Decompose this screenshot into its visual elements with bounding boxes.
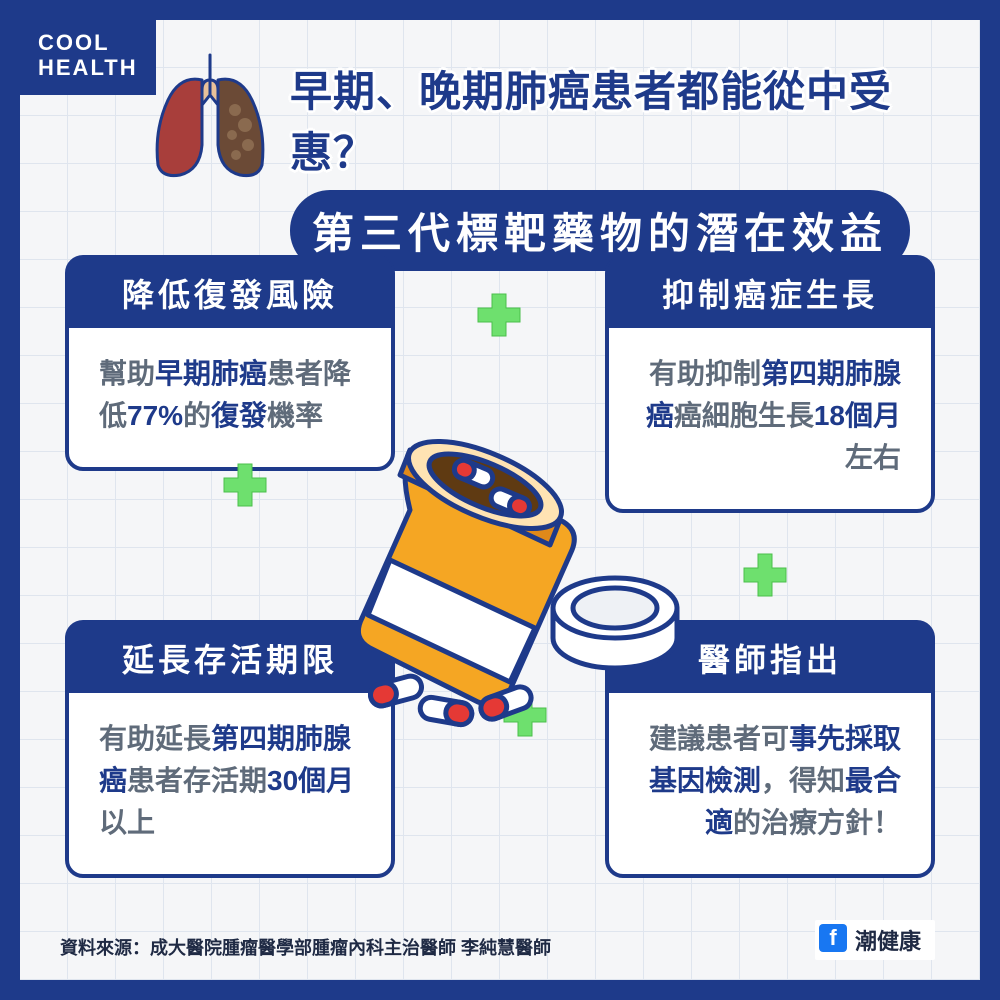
- facebook-badge[interactable]: f 潮健康: [815, 920, 935, 960]
- card-body: 有助延長第四期肺腺癌患者存活期30個月以上: [69, 692, 391, 874]
- facebook-label: 潮健康: [855, 929, 921, 954]
- card-header: 抑制癌症生長: [608, 258, 932, 328]
- pill-bottle-icon: [350, 410, 690, 730]
- card-header: 延長存活期限: [68, 623, 392, 693]
- card-header: 降低復發風險: [68, 258, 392, 328]
- brand-line2: HEALTH: [38, 55, 138, 80]
- lungs-icon: [140, 50, 280, 180]
- title-question: 早期、晚期肺癌患者都能從中受惠？: [290, 58, 950, 180]
- card-reduce-recurrence: 降低復發風險 幫助早期肺癌患者降低77%的復發機率: [65, 255, 395, 471]
- outer-frame: COOL HEALTH 早期、晚期肺癌患者都能從中受惠？ 第三代標靶藥物的潛在效: [0, 0, 1000, 1000]
- card-body: 幫助早期肺癌患者降低77%的復發機率: [69, 327, 391, 467]
- brand-line1: COOL: [38, 30, 138, 55]
- title-area: 早期、晚期肺癌患者都能從中受惠？ 第三代標靶藥物的潛在效益: [290, 58, 950, 271]
- brand-logo: COOL HEALTH: [20, 20, 156, 95]
- plus-icon: [220, 460, 270, 510]
- inner-panel: COOL HEALTH 早期、晚期肺癌患者都能從中受惠？ 第三代標靶藥物的潛在效: [20, 20, 980, 980]
- card-extend-survival: 延長存活期限 有助延長第四期肺腺癌患者存活期30個月以上: [65, 620, 395, 878]
- plus-icon: [740, 550, 790, 600]
- source-attribution: 資料來源：成大醫院腫瘤醫學部腫瘤內科主治醫師 李純慧醫師: [60, 934, 551, 960]
- facebook-icon: f: [819, 924, 847, 952]
- plus-icon: [474, 290, 524, 340]
